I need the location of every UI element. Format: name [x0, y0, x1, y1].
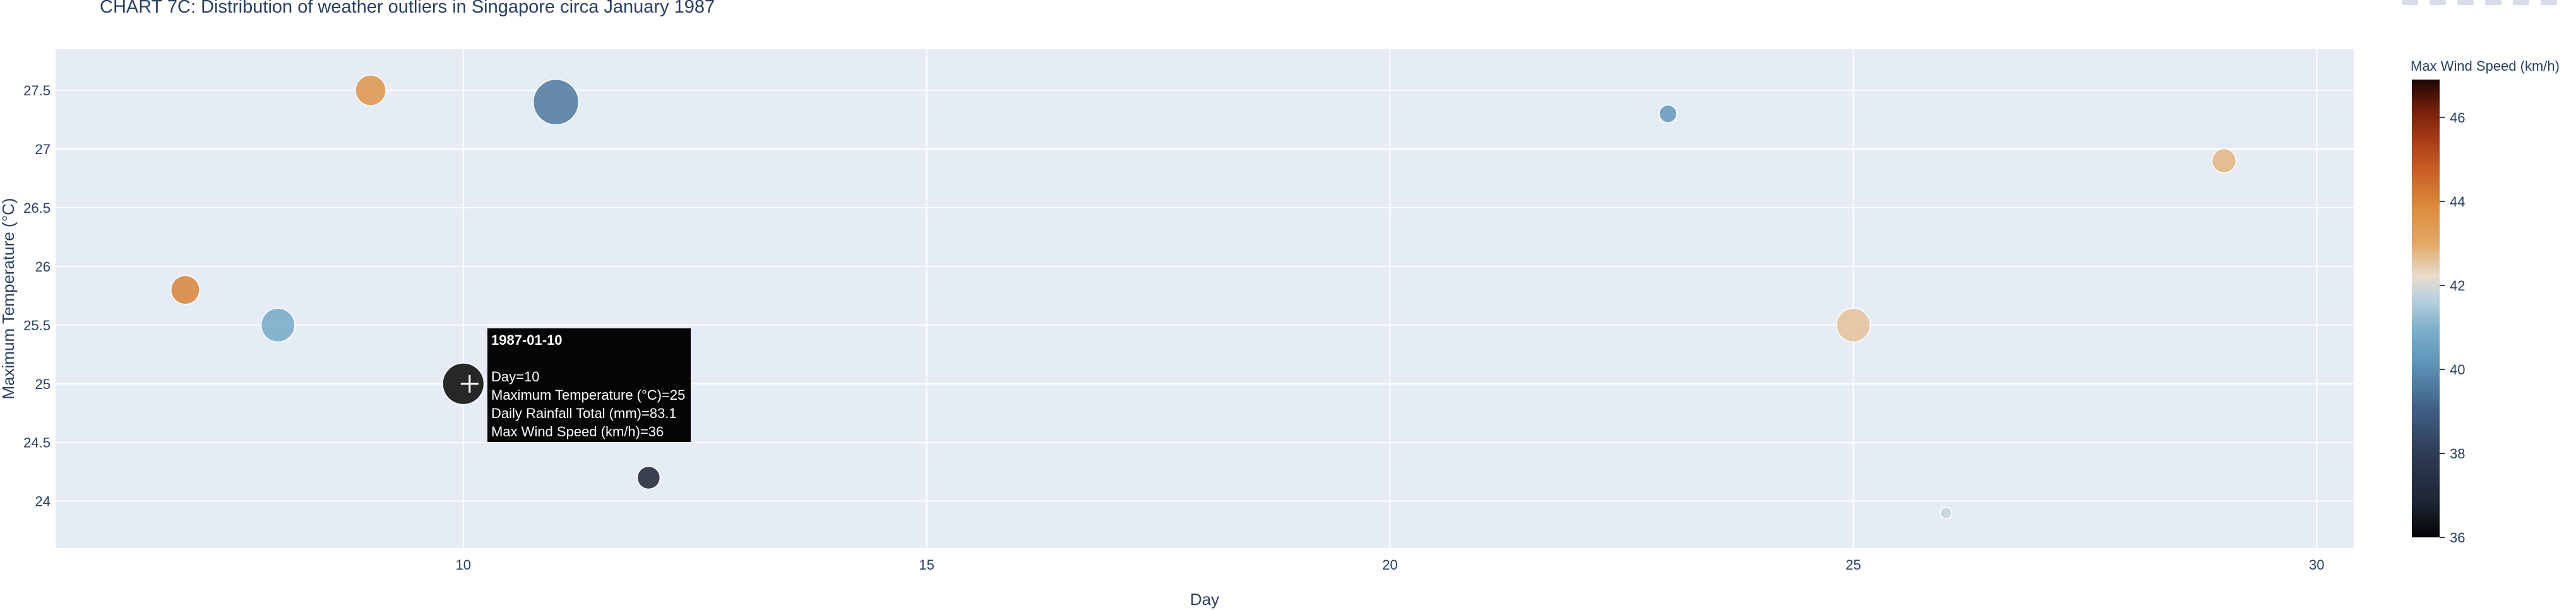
colorbar-tick-label: 38: [2450, 446, 2465, 462]
colorbar-tick-label: 42: [2450, 278, 2465, 294]
data-point: [2211, 148, 2237, 174]
data-point: [636, 465, 661, 490]
x-axis-ticks: 10 15 20 25 30: [456, 557, 2325, 573]
colorbar-tick-label: 46: [2450, 110, 2465, 126]
chart-title: CHART 7C: Distribution of weather outlie…: [100, 0, 715, 17]
zoom-icon[interactable]: [2402, 0, 2418, 5]
zoom-in-icon[interactable]: [2457, 0, 2474, 5]
x-axis-title: Day: [1190, 590, 1219, 609]
colorbar: [2412, 80, 2440, 537]
data-point: [1835, 308, 1871, 343]
plot-area: [56, 49, 2354, 548]
pan-icon[interactable]: [2430, 0, 2446, 5]
y-gridlines: [56, 90, 2354, 502]
x-tick-label: 25: [1846, 557, 1861, 573]
colorbar-tick-label: 36: [2450, 530, 2465, 546]
tooltip-date: 1987-01-10: [491, 332, 563, 348]
tooltip-day: Day=10: [491, 369, 540, 385]
data-point: [260, 308, 295, 343]
data-point: [170, 275, 201, 305]
hover-tooltip: 1987-01-10 Day=10 Maximum Temperature (°…: [487, 328, 691, 442]
colorbar-ticks: 36 38 40 42 44 46: [2440, 110, 2465, 546]
tooltip-wind-speed: Max Wind Speed (km/h)=36: [491, 424, 664, 440]
x-tick-label: 15: [919, 557, 934, 573]
y-axis-title: Maximum Temperature (°C): [0, 198, 18, 399]
crosshair-cursor-icon: [460, 374, 479, 393]
x-gridlines: [462, 49, 2318, 548]
y-tick-label: 25: [35, 376, 51, 392]
y-tick-label: 26.5: [23, 200, 51, 216]
modebar[interactable]: [2402, 0, 2557, 6]
colorbar-tick-label: 44: [2450, 194, 2465, 210]
x-tick-label: 20: [1382, 557, 1397, 573]
data-point: [355, 75, 386, 106]
y-tick-label: 27.5: [23, 83, 51, 99]
x-tick-label: 30: [2309, 557, 2324, 573]
zoom-out-icon[interactable]: [2485, 0, 2501, 5]
colorbar-tick-label: 40: [2450, 362, 2465, 378]
scatter-points: [170, 75, 2237, 519]
colorbar-title: Max Wind Speed (km/h): [2411, 58, 2560, 74]
data-point: [1659, 104, 1678, 123]
data-point: [1940, 506, 1952, 519]
autoscale-icon[interactable]: [2513, 0, 2529, 5]
y-tick-label: 24: [35, 494, 51, 510]
tooltip-rainfall: Daily Rainfall Total (mm)=83.1: [491, 405, 677, 421]
y-tick-label: 26: [35, 259, 51, 275]
x-tick-label: 10: [456, 557, 471, 573]
y-tick-label: 27: [35, 141, 51, 157]
data-point: [532, 78, 580, 126]
reset-axes-icon[interactable]: [2541, 0, 2557, 5]
y-tick-label: 25.5: [23, 318, 51, 333]
y-tick-label: 24.5: [23, 435, 51, 451]
tooltip-max-temp: Maximum Temperature (°C)=25: [491, 387, 686, 403]
y-axis-ticks: 24 24.5 25 25.5 26 26.5 27 27.5: [23, 83, 51, 510]
